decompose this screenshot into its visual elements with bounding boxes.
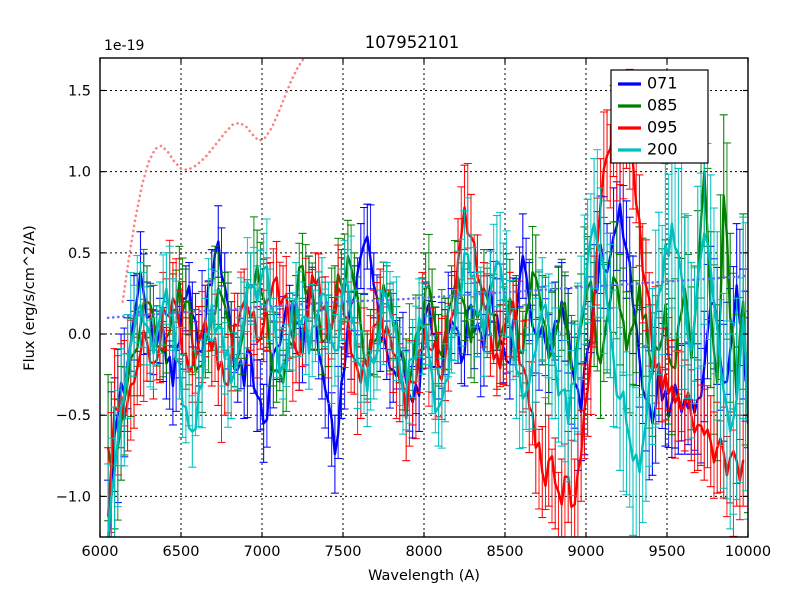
- series-continuum-dotted-red: [121, 58, 306, 303]
- x-tick-label: 7000: [244, 544, 281, 560]
- legend-label-085: 085: [647, 96, 678, 115]
- series-line-continuum-dotted-blue: [106, 274, 748, 320]
- legend-entry-200[interactable]: 200: [618, 140, 678, 159]
- x-tick-label: 7500: [325, 544, 362, 560]
- x-tick-label: 6000: [82, 544, 119, 560]
- legend-label-071: 071: [647, 74, 678, 93]
- x-tick-label: 9500: [649, 544, 686, 560]
- legend-label-095: 095: [647, 118, 678, 137]
- legend[interactable]: 071 085 095 200: [610, 69, 709, 164]
- legend-label-200: 200: [647, 140, 678, 159]
- data-series-layer: [104, 58, 748, 537]
- legend-entry-085[interactable]: 085: [618, 96, 678, 115]
- y-tick-label: 0.5: [68, 246, 91, 262]
- series-200: [104, 138, 748, 537]
- y-tick-label: −0.5: [56, 408, 91, 424]
- x-axis-label: Wavelength (A): [368, 568, 480, 584]
- y-axis-label: Flux (erg/s/cm^2/A): [22, 225, 38, 371]
- y-tick-label: 1.5: [68, 83, 91, 99]
- y-tick-label: −1.0: [56, 489, 91, 505]
- y-tick-label: 1.0: [68, 165, 91, 181]
- series-continuum-dotted-blue: [106, 274, 748, 320]
- legend-entry-071[interactable]: 071: [618, 74, 678, 93]
- series-line-200: [106, 222, 748, 537]
- x-tick-label: 9000: [568, 544, 605, 560]
- x-tick-label: 6500: [163, 544, 200, 560]
- x-tick-label: 10000: [725, 544, 771, 560]
- chart-title: 107952101: [365, 33, 459, 52]
- x-tick-label: 8000: [406, 544, 443, 560]
- legend-entry-095[interactable]: 095: [618, 118, 678, 137]
- y-axis-offset-label: 1e-19: [104, 38, 144, 54]
- axis-ticks: 6000 6500 7000 7500 8000 8500 9000 9500 10000 −1.…: [56, 58, 771, 560]
- x-tick-label: 8500: [487, 544, 524, 560]
- y-tick-label: 0.0: [68, 327, 91, 343]
- series-line-continuum-dotted-red: [121, 58, 306, 303]
